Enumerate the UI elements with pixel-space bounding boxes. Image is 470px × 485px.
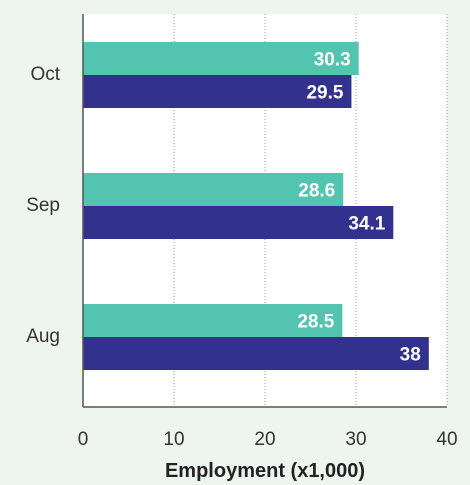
category-label: Oct — [30, 64, 60, 85]
bar — [83, 206, 394, 239]
x-tick-labels: 0 10 20 30 40 — [78, 429, 458, 450]
bar-value-label: 38 — [400, 345, 421, 366]
x-tick-label: 0 — [78, 429, 89, 450]
x-tick-label: 20 — [254, 429, 275, 450]
bar — [83, 304, 343, 337]
category-label: Sep — [26, 195, 60, 216]
bar — [83, 75, 352, 108]
category-labels: Oct Sep Aug — [26, 64, 61, 347]
bar — [83, 173, 344, 206]
bars: 30.3 29.5 28.6 34.1 28.5 38 — [83, 42, 429, 370]
bar-value-label: 28.6 — [298, 181, 335, 202]
bar-value-label: 29.5 — [306, 83, 343, 104]
category-label: Aug — [26, 326, 60, 347]
bar-value-label: 30.3 — [314, 50, 351, 71]
bar — [83, 42, 359, 75]
bar-value-label: 28.5 — [297, 312, 334, 333]
x-tick-label: 30 — [345, 429, 366, 450]
x-tick-label: 40 — [436, 429, 457, 450]
x-tick-label: 10 — [163, 429, 184, 450]
x-axis-title: Employment (x1,000) — [165, 460, 365, 482]
bar-value-label: 34.1 — [348, 214, 385, 235]
bar — [83, 337, 429, 370]
